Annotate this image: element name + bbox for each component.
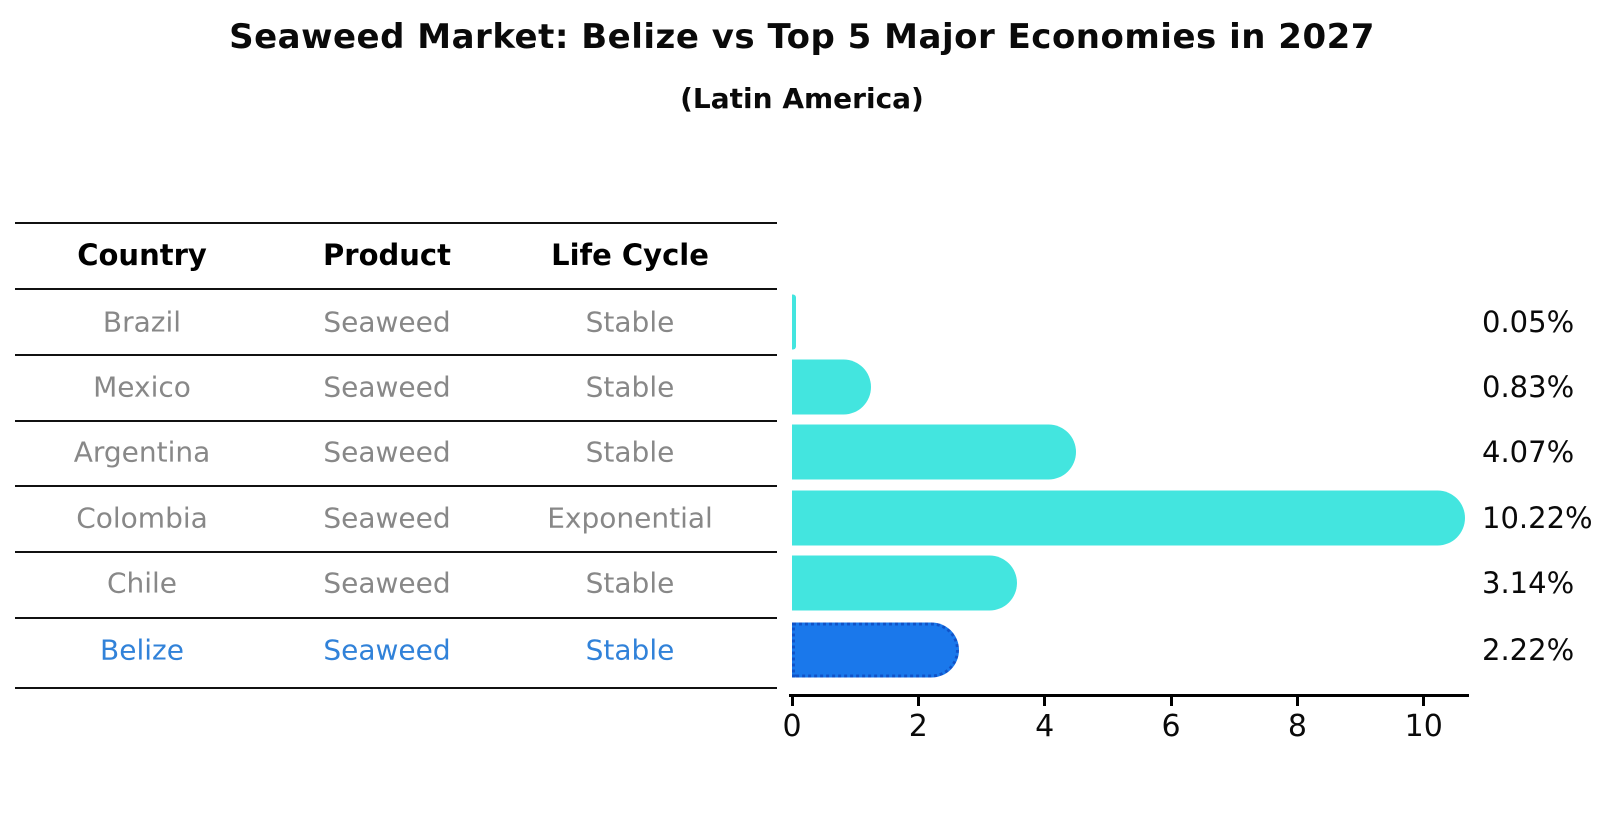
table-cell-colombia-product: Seaweed [323,501,451,535]
table-cell-argentina-country: Argentina [73,435,211,469]
value-label-belize: 2.22% [1482,633,1575,667]
table-cell-belize-product: Seaweed [323,633,451,667]
x-tick-label-2: 2 [908,709,928,744]
x-tick-label-6: 6 [1161,709,1181,744]
table-cell-brazil-life_cycle: Stable [585,305,675,339]
bar-chile [792,555,1017,611]
value-label-chile: 3.14% [1482,566,1575,600]
bar-argentina [792,424,1076,480]
x-axis-line [789,694,1469,697]
x-tick-label-4: 4 [1035,709,1055,744]
value-label-mexico: 0.83% [1482,370,1575,404]
table-line [15,485,777,487]
x-tick-label-0: 0 [782,709,802,744]
value-label-colombia: 10.22% [1482,501,1593,535]
table-cell-chile-life_cycle: Stable [585,566,675,600]
table-cell-belize-country: Belize [100,633,184,667]
table-cell-mexico-country: Mexico [93,370,191,404]
x-tick-mark [1295,694,1299,706]
table-cell-colombia-country: Colombia [76,501,208,535]
bar-brazil [792,294,796,350]
table-line [15,617,777,619]
table-cell-argentina-life_cycle: Stable [585,435,675,469]
x-tick-mark [1043,694,1047,706]
table-cell-colombia-life_cycle: Exponential [547,501,713,535]
table-cell-chile-country: Chile [106,566,178,600]
chart-title: Seaweed Market: Belize vs Top 5 Major Ec… [229,17,1375,57]
bar-belize [792,622,959,678]
x-tick-mark [1169,694,1173,706]
table-line [15,222,777,224]
table-line [15,288,777,290]
column-header-life-cycle: Life Cycle [551,238,709,272]
column-header-product: Product [323,238,451,272]
bar-colombia [792,490,1465,546]
table-line [15,687,777,689]
table-line [15,420,777,422]
table-cell-chile-product: Seaweed [323,566,451,600]
table-cell-belize-life_cycle: Stable [585,633,675,667]
x-tick-label-8: 8 [1287,709,1307,744]
table-line [15,354,777,356]
x-tick-mark [916,694,920,706]
table-cell-argentina-product: Seaweed [323,435,451,469]
value-label-argentina: 4.07% [1482,435,1575,469]
bar-mexico [792,359,871,415]
x-tick-mark [1422,694,1426,706]
x-tick-mark [790,694,794,706]
x-tick-label-10: 10 [1404,709,1443,744]
chart-subtitle: (Latin America) [680,82,924,115]
value-label-brazil: 0.05% [1482,305,1575,339]
table-cell-mexico-product: Seaweed [323,370,451,404]
table-cell-mexico-life_cycle: Stable [585,370,675,404]
column-header-country: Country [77,238,207,272]
table-line [15,551,777,553]
table-cell-brazil-product: Seaweed [323,305,451,339]
table-cell-brazil-country: Brazil [102,305,182,339]
